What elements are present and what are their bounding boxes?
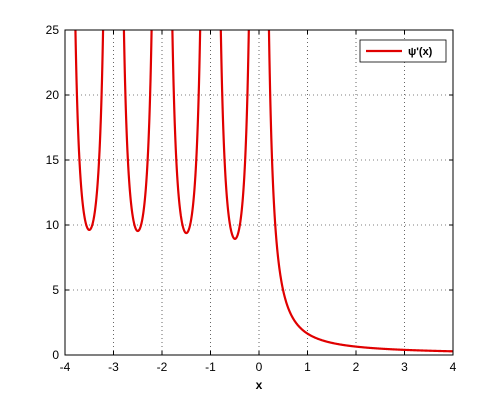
x-tick-label: 0 [256, 360, 263, 374]
series-line-branch-1 [122, 30, 153, 233]
legend-entry-label: ψ'(x) [408, 46, 433, 58]
plot-content [74, 30, 453, 353]
x-tick-label: 1 [304, 360, 311, 374]
y-tick-label: 5 [52, 283, 59, 297]
x-tick-label: 2 [353, 360, 360, 374]
y-tick-label: 25 [46, 23, 60, 37]
y-tick-label: 10 [46, 218, 60, 232]
x-tick-label: -3 [108, 360, 119, 374]
x-axis-label: x [256, 378, 263, 392]
y-tick-label: 15 [46, 153, 60, 167]
x-tick-label: 4 [450, 360, 457, 374]
x-tick-label: 3 [401, 360, 408, 374]
legend-box [359, 39, 447, 63]
x-tick-label: -2 [157, 360, 168, 374]
x-tick-label: -1 [205, 360, 216, 374]
series-line-branch-4 [267, 30, 453, 353]
y-tick-label: 0 [52, 348, 59, 362]
y-tick-label: 20 [46, 88, 60, 102]
series-line-branch-0 [74, 30, 105, 232]
axis-ticks: -4 -3 -2 -1 0 1 2 3 4 0 5 10 15 20 25 [46, 23, 457, 374]
x-tick-label: -4 [60, 360, 71, 374]
series-line-branch-2 [171, 30, 202, 235]
series-line-branch-3 [219, 30, 250, 240]
legend: ψ'(x) [359, 39, 447, 63]
grid-lines [65, 30, 453, 355]
